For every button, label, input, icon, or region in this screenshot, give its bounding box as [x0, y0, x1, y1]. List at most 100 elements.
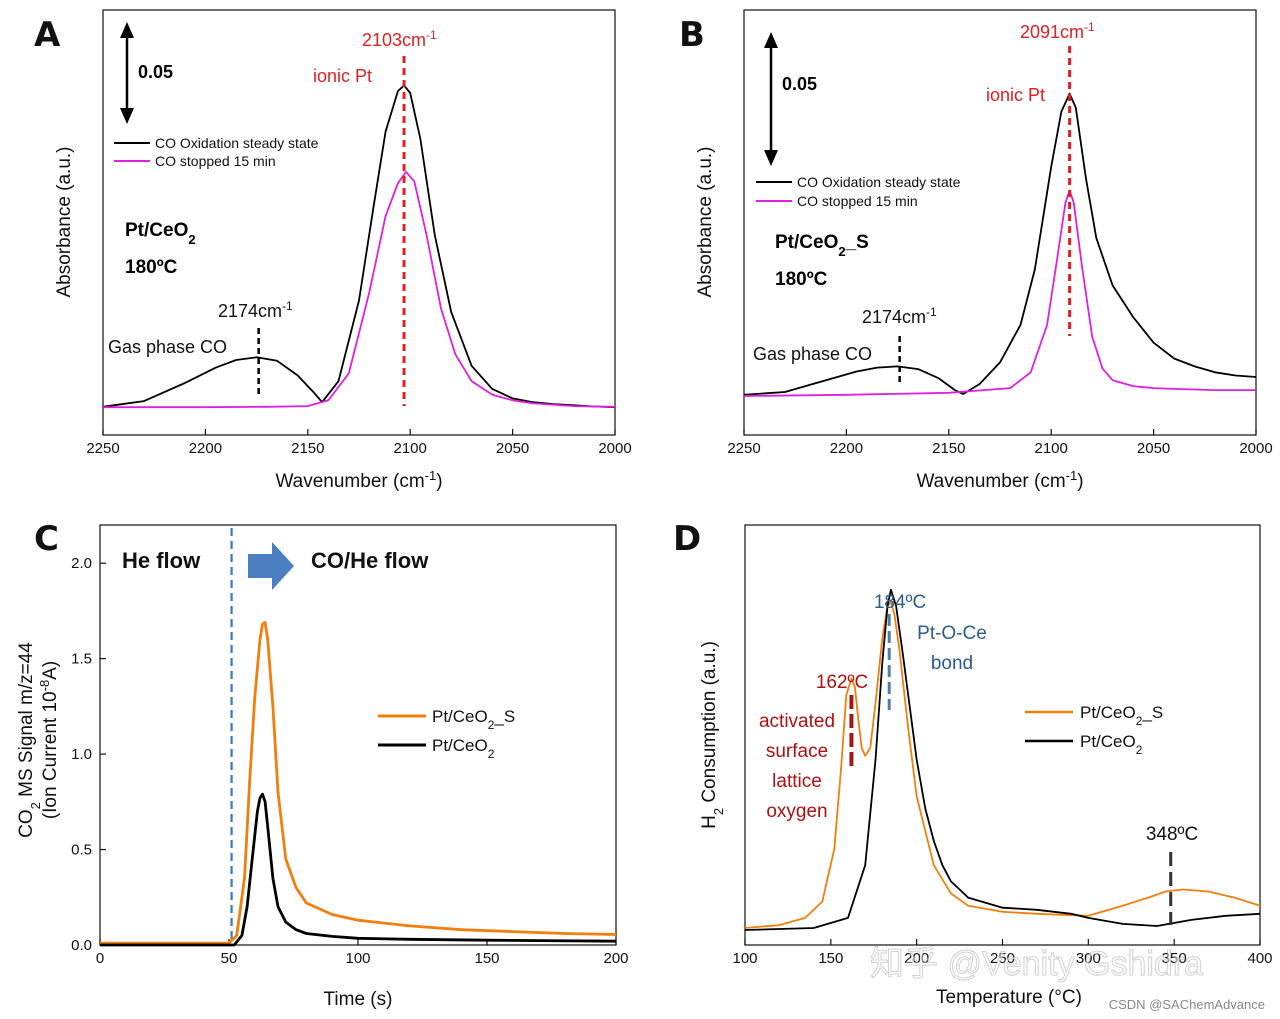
x-tick-label: 0 [96, 950, 104, 967]
panel-letter-c: C [34, 519, 59, 559]
x-tick-label: 2200 [830, 440, 863, 457]
peak-a-value: 2103cm [362, 30, 426, 50]
peak-wavenumber-label-b: 2091cm-1 [1020, 20, 1095, 42]
he-flow-label: He flow [122, 548, 201, 573]
peak-162-desc-4: oxygen [766, 801, 827, 822]
panel-letter-d: D [673, 519, 701, 559]
plot-frame-a [102, 9, 616, 436]
series-line-1 [100, 621, 617, 945]
flow-switch-arrow [248, 542, 294, 590]
legend-d-1-sub: 2 [1136, 714, 1143, 728]
gas-peak-label-a: 2174cm-1 [218, 299, 293, 321]
scale-bar-a [120, 22, 134, 124]
y-ticks-c: 0.0 0.5 1.0 1.5 2.0 [71, 555, 106, 954]
legend-b-series-1: CO Oxidation steady state [797, 174, 961, 190]
panel-a: A 2250 2200 2150 2100 2050 2000 0.05 CO Oxida… [34, 9, 632, 493]
scale-bar-b [764, 32, 778, 166]
legend-d-2-pre: Pt/CeO [1080, 732, 1136, 751]
source-credit: CSDN @SAChemAdvance [1109, 997, 1265, 1012]
x-axis-label-a-sup: -1 [425, 468, 437, 483]
y-tick-label: 1.0 [71, 746, 92, 763]
series-lines-a [102, 84, 616, 409]
x-tick-label: 2150 [291, 440, 324, 457]
gas-peak-label-b: 2174cm-1 [862, 305, 937, 327]
panel-c: C 0 50 100 150 200 0.0 0.5 1.0 1.5 2.0 He flow C… [16, 519, 629, 1010]
peak-184-label: 184ºC [874, 592, 926, 613]
series-lines-c [100, 621, 617, 947]
peak-162-label: 162ºC [816, 672, 868, 693]
x-tick-label: 2000 [598, 440, 631, 457]
sample-label-a: Pt/CeO2 [125, 220, 196, 247]
peak-markers-b [898, 46, 1072, 384]
scale-bar-label-a: 0.05 [138, 62, 173, 82]
sample-label-b: Pt/CeO2_S [775, 232, 869, 259]
gas-phase-label-a: Gas phase CO [108, 337, 227, 357]
x-axis-label-a: Wavenumber (cm-1) [275, 468, 442, 493]
y-axis-c-2-post: A) [40, 661, 61, 680]
series-lines-b [743, 92, 1257, 397]
x-tick-label: 100 [732, 950, 757, 967]
y-axis-d-sub: 2 [711, 808, 726, 815]
gas-phase-label-b: Gas phase CO [753, 344, 872, 364]
y-axis-label-c-line2: (Ion Current 10-8A) [37, 661, 62, 819]
x-tick-label: 300 [1076, 950, 1101, 967]
panel-letter-b: B [679, 15, 705, 55]
x-ticks-b: 2250 2200 2150 2100 2050 2000 [727, 429, 1273, 457]
peak-162-desc-3: lattice [772, 771, 822, 792]
x-tick-label: 100 [345, 950, 370, 967]
x-axis-label-b-sup: -1 [1066, 468, 1078, 483]
peak-wavenumber-label-a: 2103cm-1 [362, 28, 437, 50]
x-axis-label-c: Time (s) [324, 989, 393, 1010]
legend-d-series-1: Pt/CeO2_S [1080, 703, 1163, 728]
scale-bar-label-b: 0.05 [782, 74, 817, 94]
sample-sub-b: 2 [838, 244, 845, 259]
gas-peak-a-value: 2174cm [218, 301, 282, 321]
peak-184-desc-1: Pt-O-Ce [917, 623, 987, 644]
x-tick-label: 350 [1162, 950, 1187, 967]
ionic-pt-label-a: ionic Pt [313, 66, 372, 86]
plot-frame-b [743, 9, 1257, 436]
x-tick-label: 400 [1247, 950, 1272, 967]
peak-a-unit-sup: -1 [426, 28, 437, 42]
ionic-pt-label-b: ionic Pt [986, 85, 1045, 105]
panel-d: D 100 150 200 250 300 350 400 162ºC activated … [673, 519, 1273, 1008]
x-axis-label-b-tail: ) [1077, 471, 1083, 492]
peak-184-desc-2: bond [931, 653, 973, 674]
y-tick-label: 0.0 [71, 937, 92, 954]
x-axis-label-b-main: Wavenumber (cm [916, 471, 1065, 492]
x-ticks-c: 0 50 100 150 200 [96, 939, 629, 967]
legend-d-1-post: _S [1141, 703, 1163, 722]
x-tick-label: 200 [904, 950, 929, 967]
x-ticks-d: 100 150 200 250 300 350 400 [732, 939, 1273, 967]
series-line-2 [100, 792, 617, 947]
watermark: 知乎 @Venity Gshidra [870, 945, 1203, 983]
y-tick-label: 2.0 [71, 555, 92, 572]
x-axis-label-a-tail: ) [436, 471, 442, 492]
x-axis-label-d: Temperature (°C) [936, 987, 1082, 1008]
legend-d: Pt/CeO2_S Pt/CeO2 [1025, 703, 1163, 757]
gas-peak-b-unit-sup: -1 [926, 305, 937, 319]
series-line-1 [744, 601, 1261, 929]
y-axis-c-2-pre: (Ion Current 10 [40, 691, 61, 819]
x-tick-label: 200 [603, 950, 628, 967]
peak-162-description: activated surface lattice oxygen [759, 711, 835, 822]
legend-b: CO Oxidation steady state CO stopped 15 … [756, 174, 961, 209]
legend-c-series-2: Pt/CeO2 [432, 736, 495, 761]
x-axis-label-b: Wavenumber (cm-1) [916, 468, 1083, 493]
x-tick-label: 2050 [496, 440, 529, 457]
y-axis-label-a: Absorbance (a.u.) [54, 146, 75, 297]
x-ticks-a: 2250 2200 2150 2100 2050 2000 [86, 429, 632, 457]
y-axis-c-1-pre: CO [16, 809, 37, 838]
x-tick-label: 2050 [1137, 440, 1170, 457]
peak-162-desc-2: surface [766, 741, 828, 762]
sample-tail-b: _S [845, 232, 869, 253]
x-tick-label: 2100 [1035, 440, 1068, 457]
plot-frame-c [99, 524, 617, 946]
panel-letter-a: A [34, 15, 61, 55]
legend-a-series-2: CO stopped 15 min [155, 153, 276, 169]
panel-b: B 2250 2200 2150 2100 2050 2000 0.05 CO Oxida… [679, 9, 1273, 493]
y-axis-c-1-sub: 2 [28, 802, 43, 809]
series-line-1 [102, 84, 616, 409]
peak-b-value: 2091cm [1020, 22, 1084, 42]
legend-a: CO Oxidation steady state CO stopped 15 … [114, 135, 319, 169]
